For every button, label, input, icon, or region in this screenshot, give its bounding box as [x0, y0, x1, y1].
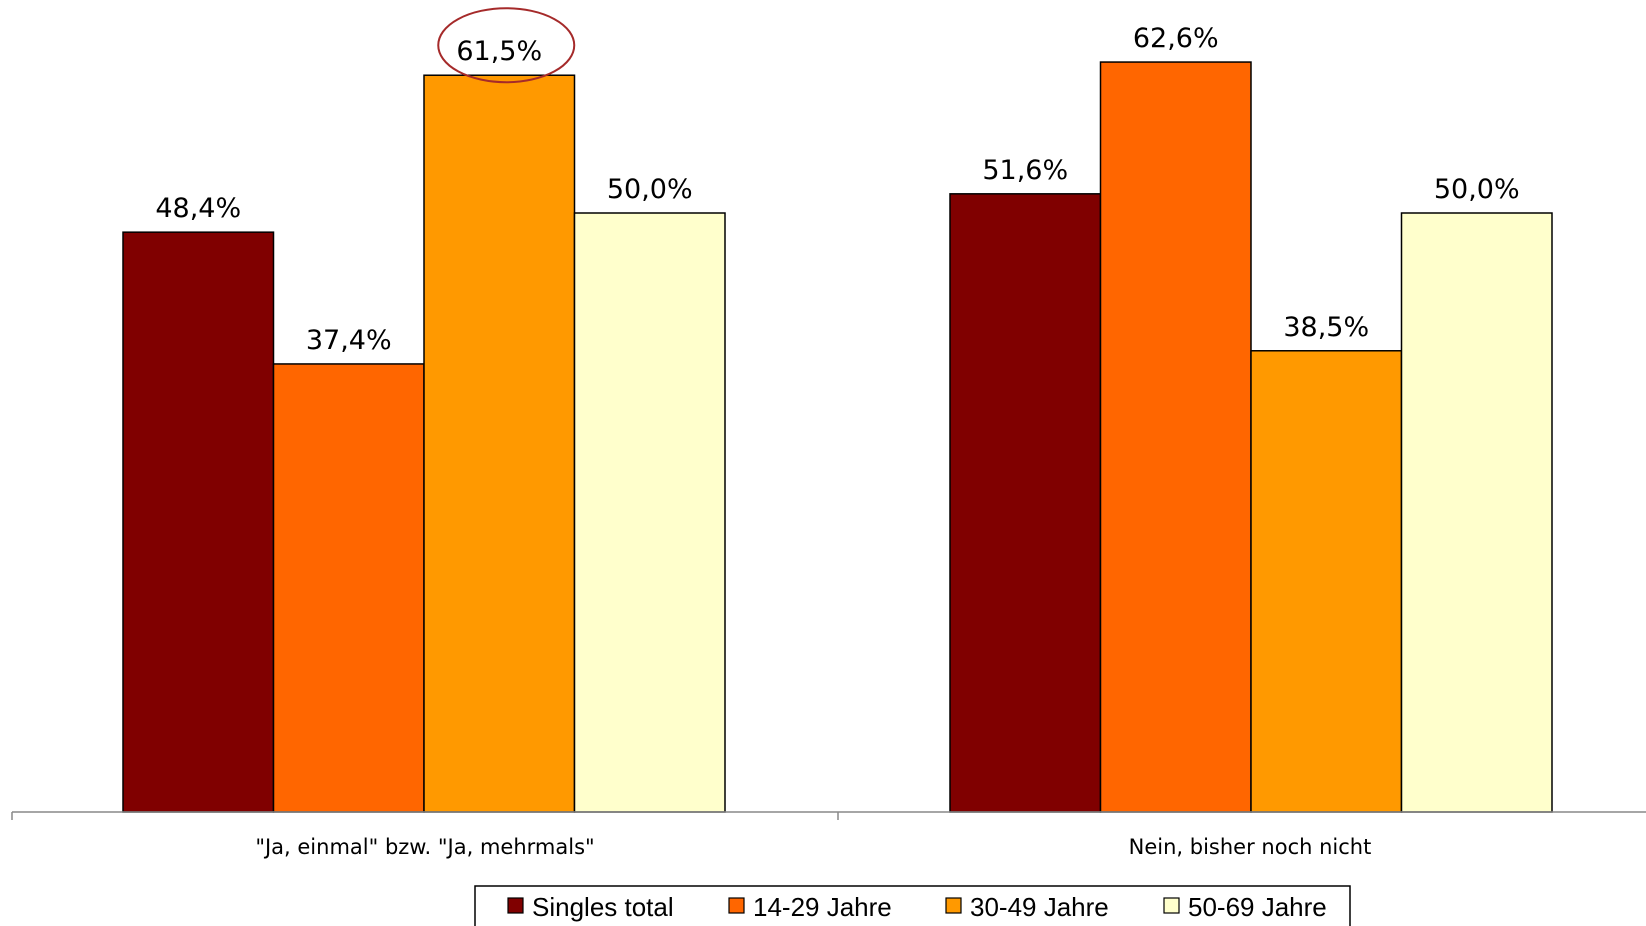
- bar-50-69-jahre-cat-2: [1400, 212, 1553, 813]
- bar-50-69-jahre-cat-1: [573, 212, 726, 813]
- value-label-14-29-jahre-cat-1: 37,4%: [306, 325, 392, 356]
- legend-swatch-singles-total: [507, 897, 524, 914]
- legend: Singles total 14-29 Jahre 30-49 Jahre 50-69…: [474, 885, 1351, 926]
- value-label-50-69-jahre-cat-2: 50,0%: [1434, 174, 1520, 205]
- bar-14-29-jahre-cat-2: [1099, 61, 1252, 813]
- legend-box: [474, 885, 1351, 926]
- category-label-2: Nein, bisher noch nicht: [1129, 835, 1372, 859]
- value-label-singles-total-cat-1: 48,4%: [155, 193, 241, 224]
- value-label-50-69-jahre-cat-1: 50,0%: [607, 174, 693, 205]
- bar-30-49-jahre-cat-2: [1250, 350, 1403, 813]
- value-label-singles-total-cat-2: 51,6%: [982, 155, 1068, 186]
- legend-label-singles-total: Singles total: [532, 892, 674, 922]
- legend-swatch-50-69-jahre: [1163, 897, 1180, 914]
- bars-group: [122, 61, 1553, 813]
- x-axis-ticks: [11, 812, 839, 820]
- legend-label-50-69-jahre: 50-69 Jahre: [1188, 892, 1327, 922]
- legend-swatch-30-49-jahre: [945, 897, 962, 914]
- highlight-group: [437, 7, 576, 84]
- category-label-1: "Ja, einmal" bzw. "Ja, mehrmals": [255, 835, 594, 859]
- legend-label-30-49-jahre: 30-49 Jahre: [970, 892, 1109, 922]
- value-labels-group: 48,4% 51,6% 37,4% 62,6% 61,5% 38,5% 50,0% 50,0%: [155, 23, 1519, 356]
- highlight-ellipse: [437, 7, 576, 84]
- value-label-30-49-jahre-cat-1: 61,5%: [456, 36, 542, 67]
- legend-swatch-14-29-jahre: [728, 897, 745, 914]
- legend-label-14-29-jahre: 14-29 Jahre: [753, 892, 892, 922]
- bar-30-49-jahre-cat-1: [423, 74, 576, 813]
- bar-singles-total-cat-1: [122, 231, 275, 813]
- bar-14-29-jahre-cat-1: [272, 363, 425, 813]
- value-label-30-49-jahre-cat-2: 38,5%: [1283, 312, 1369, 343]
- value-label-14-29-jahre-cat-2: 62,6%: [1133, 23, 1219, 54]
- category-labels-group: "Ja, einmal" bzw. "Ja, mehrmals" Nein, bi…: [255, 835, 1371, 859]
- bar-singles-total-cat-2: [949, 193, 1102, 813]
